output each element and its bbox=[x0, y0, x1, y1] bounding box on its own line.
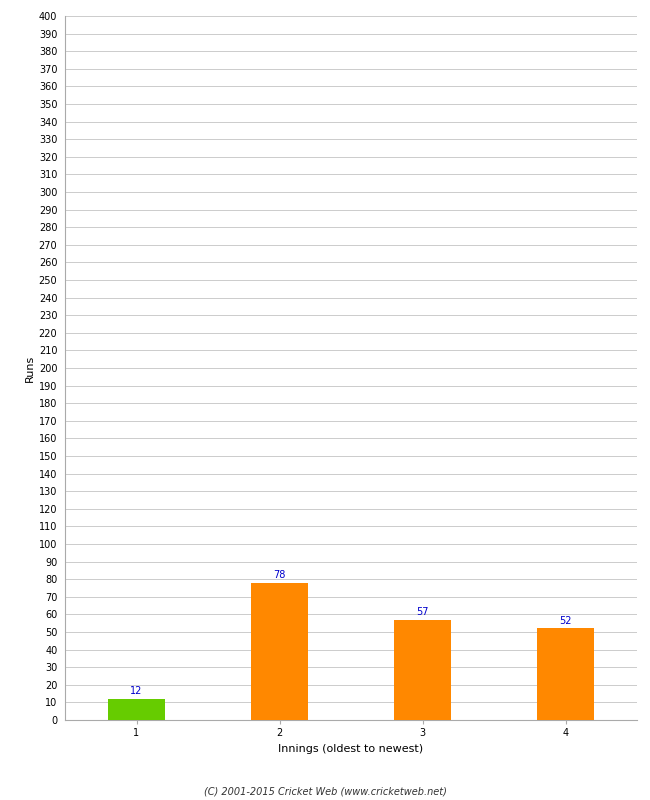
Text: 12: 12 bbox=[130, 686, 143, 696]
Text: 57: 57 bbox=[416, 607, 429, 617]
Y-axis label: Runs: Runs bbox=[25, 354, 34, 382]
Bar bbox=[537, 629, 594, 720]
Bar bbox=[108, 699, 165, 720]
Bar bbox=[394, 620, 451, 720]
Text: 52: 52 bbox=[559, 616, 572, 626]
Text: 78: 78 bbox=[273, 570, 286, 580]
X-axis label: Innings (oldest to newest): Innings (oldest to newest) bbox=[278, 744, 424, 754]
Text: (C) 2001-2015 Cricket Web (www.cricketweb.net): (C) 2001-2015 Cricket Web (www.cricketwe… bbox=[203, 786, 447, 796]
Bar bbox=[251, 582, 308, 720]
